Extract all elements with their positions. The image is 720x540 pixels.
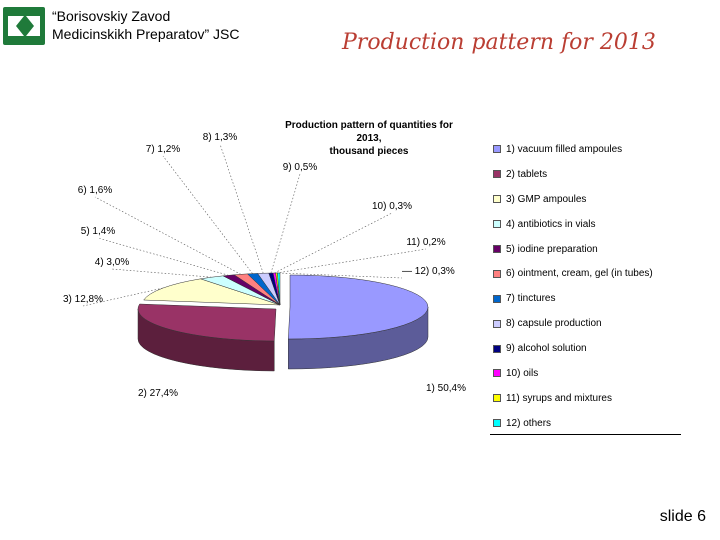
legend-item: 6) ointment, cream, gel (in tubes) <box>493 261 681 286</box>
legend-swatch <box>493 319 501 328</box>
legend-label: 3) GMP ampoules <box>506 193 587 205</box>
legend-swatch <box>493 394 501 403</box>
leader-line <box>278 272 403 279</box>
chart-title-line: thousand pieces <box>330 146 409 157</box>
chart-title-line: 2013, <box>356 133 381 144</box>
data-label: 6) 1,6% <box>78 185 113 196</box>
legend-label: 1) vacuum filled ampoules <box>506 143 623 155</box>
company-name: “Borisovskiy Zavod Medicinskikh Preparat… <box>52 7 240 43</box>
legend-divider <box>490 434 681 435</box>
legend-swatch <box>493 344 501 353</box>
pie-slice <box>288 274 429 340</box>
data-label: 3) 12,8% <box>63 294 103 305</box>
legend-item: 12) others <box>493 411 681 436</box>
legend-label: 5) iodine preparation <box>506 243 598 255</box>
company-name-line1: “Borisovskiy Zavod <box>52 8 171 24</box>
legend-label: 12) others <box>506 417 552 429</box>
legend-swatch <box>493 195 501 204</box>
legend-item: 4) antibiotics in vials <box>493 212 681 237</box>
pie-slice <box>137 303 277 342</box>
chart-legend: 1) vacuum filled ampoules 2) tablets 3) GM… <box>493 137 681 436</box>
legend-item: 1) vacuum filled ampoules <box>493 137 681 162</box>
legend-item: 10) oils <box>493 361 681 386</box>
company-name-line2: Medicinskikh Preparatov” JSC <box>52 26 240 42</box>
leader-line <box>276 248 427 274</box>
leader-line <box>219 143 264 274</box>
data-label: 9) 0,5% <box>283 162 318 173</box>
legend-swatch <box>493 145 501 154</box>
data-label: 4) 3,0% <box>95 257 130 268</box>
chart-title-line: Production pattern of quantities for <box>285 120 453 131</box>
legend-swatch <box>493 419 501 428</box>
legend-swatch <box>493 269 501 278</box>
slide-number: slide 6 <box>659 508 706 525</box>
company-logo <box>2 6 46 46</box>
legend-label: 8) capsule production <box>506 318 602 330</box>
leader-lines <box>82 143 427 307</box>
legend-label: 7) tinctures <box>506 293 556 305</box>
data-label: 2) 27,4% <box>138 388 178 399</box>
legend-swatch <box>493 170 501 179</box>
legend-item: 5) iodine preparation <box>493 237 681 262</box>
leader-line <box>162 155 253 274</box>
legend-item: 11) syrups and mixtures <box>493 386 681 411</box>
legend-label: 2) tablets <box>506 168 548 180</box>
legend-label: 6) ointment, cream, gel (in tubes) <box>506 268 653 280</box>
legend-swatch <box>493 369 501 378</box>
data-label: 11) 0,2% <box>406 237 445 248</box>
legend-swatch <box>493 245 501 253</box>
data-label: 8) 1,3% <box>203 132 238 143</box>
data-label: 1) 50,4% <box>426 383 466 394</box>
data-labels: 1) 50,4% 2) 27,4% 3) 12,8% 4) 3,0% 5) 1,4% 6)… <box>63 132 466 399</box>
legend-item: 7) tinctures <box>493 286 681 311</box>
leader-line <box>270 173 301 274</box>
company-logo-icon <box>3 7 45 45</box>
legend-label: 11) syrups and mixtures <box>506 392 612 404</box>
pie-slice <box>143 278 281 306</box>
pie-tops <box>137 272 429 342</box>
legend-label: 4) antibiotics in vials <box>506 218 596 230</box>
chart-title: Production pattern of quantities for 2013… <box>285 120 453 157</box>
legend-label: 10) oils <box>506 367 539 379</box>
slide-title: Production pattern for 2013 <box>342 30 656 55</box>
legend-item: 9) alcohol solution <box>493 336 681 361</box>
legend-swatch <box>493 294 501 303</box>
data-label: 7) 1,2% <box>146 144 181 155</box>
leader-line <box>94 196 241 275</box>
data-label: 10) 0,3% <box>372 201 412 212</box>
leader-line <box>111 268 212 278</box>
legend-swatch <box>493 220 501 229</box>
legend-item: 3) GMP ampoules <box>493 187 681 212</box>
legend-label: 9) alcohol solution <box>506 343 587 355</box>
legend-item: 2) tablets <box>493 162 681 187</box>
leader-line <box>274 212 393 274</box>
leader-line <box>97 237 229 276</box>
legend-item: 8) capsule production <box>493 311 681 336</box>
data-label: 5) 1,4% <box>81 226 116 237</box>
data-label: — 12) 0,3% <box>402 266 455 277</box>
